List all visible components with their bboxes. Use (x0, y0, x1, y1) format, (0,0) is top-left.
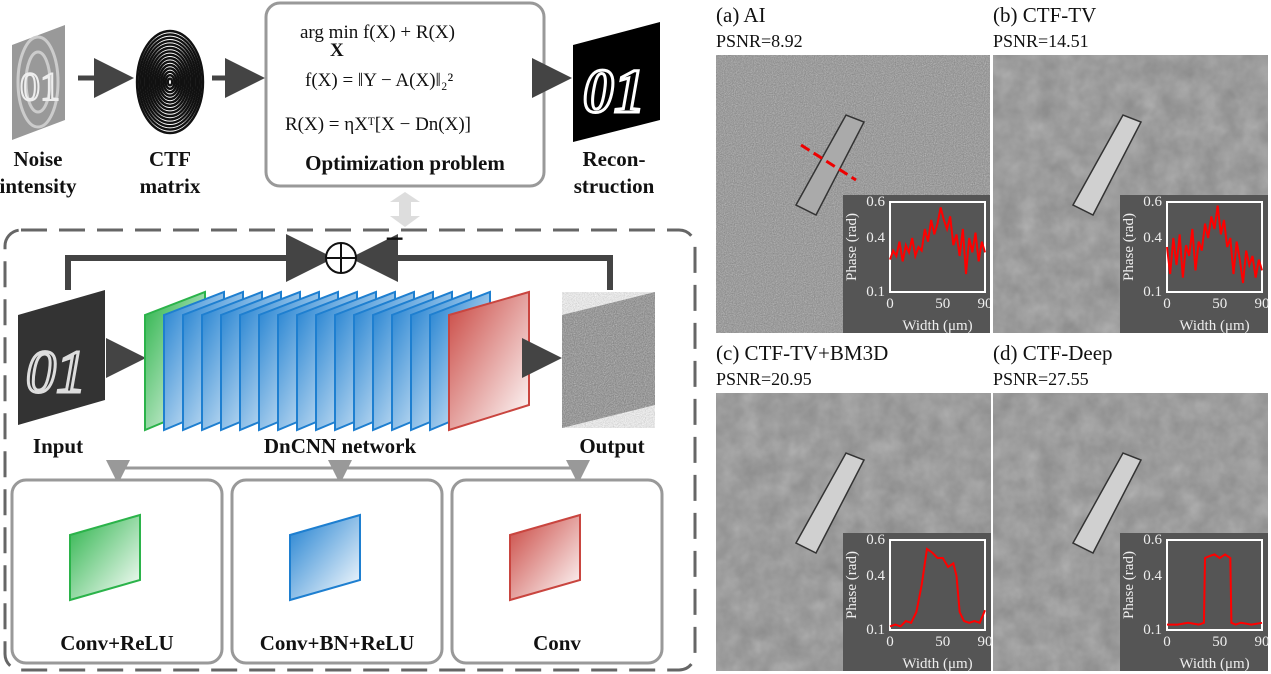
panel-title: (d) CTF-Deep (993, 341, 1113, 365)
dncnn-box (3, 228, 697, 672)
x-tick-label: 0 (1163, 634, 1171, 650)
x-axis-label: Width (μm) (1179, 656, 1249, 672)
network-label: DnCNN network (264, 434, 417, 458)
result-panel: (d) CTF-Deep PSNR=27.55 0.1 0.4 0.6 0 50 90 Widt… (993, 341, 1270, 672)
x-tick-label: 90 (978, 296, 993, 312)
y-tick-label: 0.1 (1143, 622, 1162, 638)
y-tick-label: 0.1 (866, 284, 885, 300)
x-axis-label: Width (μm) (902, 656, 972, 672)
y-axis-label: Phase (rad) (844, 551, 860, 619)
psnr-value: PSNR=14.51 (993, 31, 1089, 51)
psnr-value: PSNR=20.95 (716, 369, 812, 389)
layer-icon (509, 513, 581, 602)
plot-frame (889, 539, 986, 631)
y-tick-label: 0.1 (1143, 284, 1162, 300)
optimization-title: Optimization problem (305, 151, 505, 175)
profile-line (800, 143, 857, 182)
ctf-label: matrix (140, 174, 201, 198)
layer-icon (289, 513, 361, 602)
layer-type-label: Conv+ReLU (60, 631, 173, 655)
y-axis-label: Phase (rad) (1121, 551, 1137, 619)
x-axis-label: Width (μm) (902, 318, 972, 334)
panel-title: (c) CTF-TV+BM3D (716, 341, 888, 365)
input-image: 01 (18, 290, 105, 425)
x-tick-label: 50 (935, 296, 950, 312)
regularizer-equation: R(X) = ηXᵀ[X − Dn(X)] (285, 114, 471, 135)
profile-inset-chart: 0.1 0.4 0.6 0 50 90 Width (μm) Phase (rad) (843, 194, 993, 334)
x-tick-label: 90 (978, 634, 993, 650)
layer-type-label: Conv (533, 631, 581, 655)
reconstruction-image: 01 (573, 22, 660, 142)
output-label: Output (579, 434, 644, 458)
result-panel: (a) AI PSNR=8.92 0.1 0.4 0.6 0 50 90 Width (μm) P… (716, 3, 993, 334)
sample-bar (794, 452, 866, 555)
recon-label: Recon- (583, 147, 646, 171)
psnr-value: PSNR=27.55 (993, 369, 1089, 389)
sample-bar (1071, 452, 1143, 555)
noise-image-text: 01 (20, 64, 60, 109)
skip-connection (65, 234, 334, 290)
optimization-box: arg min f(X) + R(X) X f(X) = ‖Y − A(X)‖₂… (264, 1, 546, 188)
y-tick-label: 0.4 (1143, 568, 1162, 584)
x-tick-label: 0 (886, 634, 894, 650)
objective-equation: arg min f(X) + R(X) (300, 22, 455, 43)
ctf-label: CTF (149, 147, 191, 171)
minus-sign: − (385, 221, 404, 258)
y-tick-label: 0.6 (1143, 532, 1162, 548)
result-panel: (c) CTF-TV+BM3D PSNR=20.95 0.1 0.4 0.6 0 50 90 W… (716, 341, 993, 672)
x-tick-label: 50 (1212, 296, 1227, 312)
input-image-text: 01 (26, 339, 86, 405)
double-arrow-icon (390, 192, 420, 227)
phase-profile-line (1167, 553, 1263, 626)
sample-bar (1071, 114, 1143, 217)
y-axis-label: Phase (rad) (844, 213, 860, 281)
reconstruction-text: 01 (583, 58, 645, 126)
x-tick-label: 0 (1163, 296, 1171, 312)
noise-intensity-image: 01 (12, 25, 65, 140)
layer-type-box: Conv+BN+ReLU (230, 478, 444, 665)
profile-inset-chart: 0.1 0.4 0.6 0 50 90 Width (μm) Phase (rad) (1120, 194, 1270, 334)
output-image (562, 292, 655, 428)
layer-icon (69, 513, 141, 602)
layer-type-box: Conv+ReLU (10, 478, 224, 665)
profile-inset-chart: 0.1 0.4 0.6 0 50 90 Width (μm) Phase (rad) (843, 532, 993, 672)
layer-type-label: Conv+BN+ReLU (260, 631, 415, 655)
network-layer (448, 290, 530, 432)
skip-connection (350, 234, 613, 290)
x-axis-label: Width (μm) (1179, 318, 1249, 334)
ctf-matrix-image (135, 25, 205, 140)
y-tick-label: 0.4 (866, 568, 885, 584)
y-tick-label: 0.1 (866, 622, 885, 638)
x-tick-label: 50 (1212, 634, 1227, 650)
y-tick-label: 0.6 (1143, 194, 1162, 210)
phase-profile-line (889, 207, 986, 275)
result-panel: (b) CTF-TV PSNR=14.51 0.1 0.4 0.6 0 50 90 Width … (993, 3, 1270, 334)
x-tick-label: 90 (1255, 296, 1270, 312)
panel-title: (a) AI (716, 3, 766, 27)
plot-frame (1166, 539, 1263, 631)
input-label: Input (33, 434, 83, 458)
phase-profile-line (1166, 205, 1263, 284)
y-tick-label: 0.6 (866, 532, 885, 548)
x-tick-label: 50 (935, 634, 950, 650)
fidelity-equation: f(X) = ‖Y − A(X)‖₂² (305, 70, 453, 91)
phase-profile-line (889, 547, 986, 628)
argmin-subscript: X (330, 40, 344, 61)
psnr-value: PSNR=8.92 (716, 31, 803, 51)
y-tick-label: 0.6 (866, 194, 885, 210)
x-tick-label: 90 (1255, 634, 1270, 650)
dncnn-layer-stack (144, 290, 530, 432)
y-axis-label: Phase (rad) (1121, 213, 1137, 281)
y-tick-label: 0.4 (866, 230, 885, 246)
noise-label: intensity (0, 174, 77, 198)
recon-label: struction (574, 174, 655, 198)
plot-frame (889, 201, 986, 293)
profile-inset-chart: 0.1 0.4 0.6 0 50 90 Width (μm) Phase (rad) (1120, 532, 1270, 672)
x-tick-label: 0 (886, 296, 894, 312)
layer-type-box: Conv (450, 478, 664, 665)
noise-label: Noise (14, 147, 63, 171)
panel-title: (b) CTF-TV (993, 3, 1096, 27)
y-tick-label: 0.4 (1143, 230, 1162, 246)
